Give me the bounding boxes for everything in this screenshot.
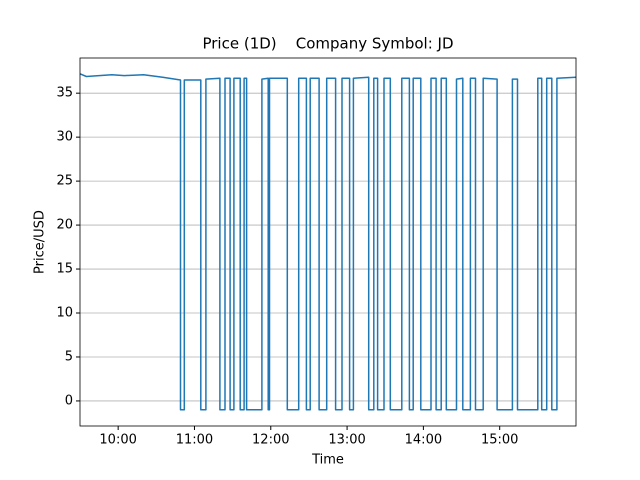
y-axis-label: Price/USD <box>33 210 48 274</box>
y-tick-label: 10 <box>56 306 73 321</box>
x-tick-label: 10:00 <box>99 433 136 448</box>
y-tick-label: 0 <box>65 393 73 408</box>
y-tick-label: 15 <box>56 262 73 277</box>
y-tick-label: 5 <box>65 349 73 364</box>
x-tick-label: 11:00 <box>176 433 213 448</box>
y-tick-label: 25 <box>56 174 73 189</box>
x-tick-label: 14:00 <box>405 433 442 448</box>
price-line <box>79 73 577 411</box>
y-tick-label: 30 <box>56 130 73 145</box>
x-tick-label: 12:00 <box>252 433 289 448</box>
plot-frame <box>79 57 577 427</box>
chart-title: Price (1D) Company Symbol: JD <box>202 35 453 53</box>
y-tick-label: 35 <box>56 86 73 101</box>
x-tick-label: 13:00 <box>328 433 365 448</box>
y-tick-label: 20 <box>56 218 73 233</box>
x-axis-label: Time <box>311 453 344 468</box>
x-tick-label: 15:00 <box>481 433 518 448</box>
